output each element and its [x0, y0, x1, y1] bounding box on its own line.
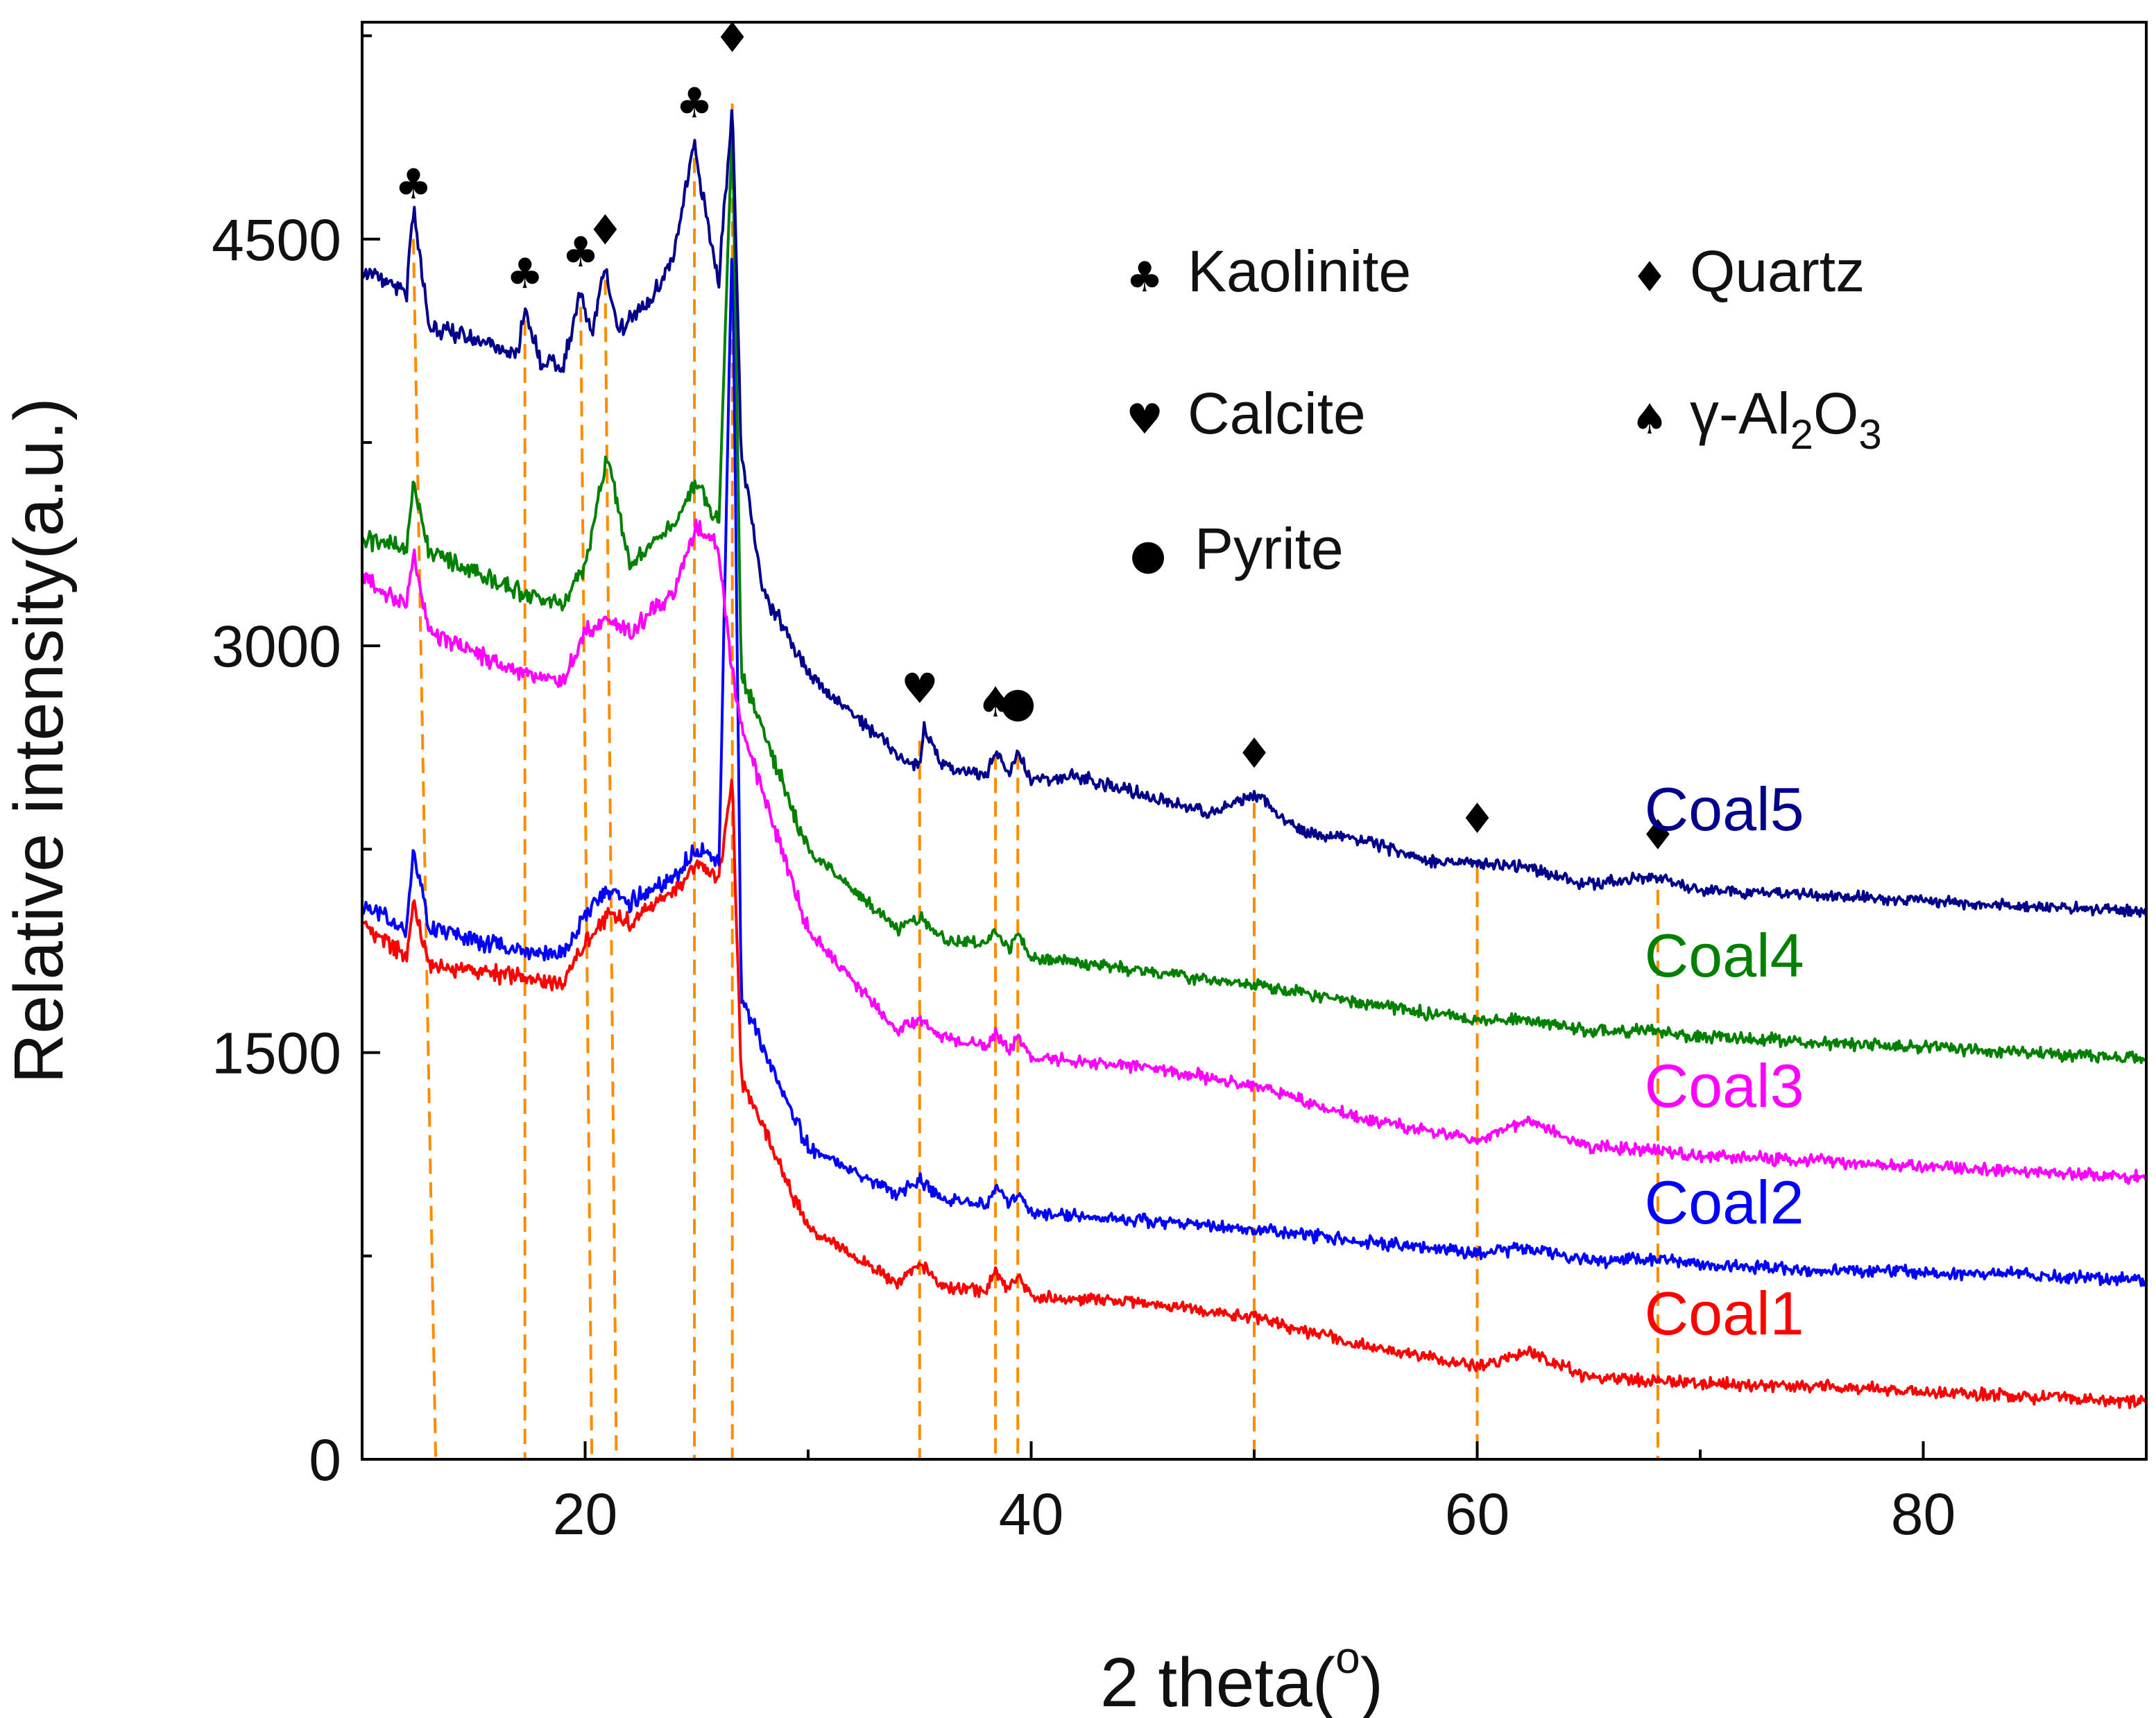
- peak-marker-6: ♥: [901, 664, 939, 713]
- legend-pyrite-label: Pyrite: [1195, 516, 1344, 581]
- series-label-coal3: Coal3: [1645, 1051, 1804, 1120]
- peak-marker-4: ♣: [676, 79, 713, 128]
- axis-tick-labels: 20 40 60 80 0 1500 3000 4500: [212, 207, 1956, 1547]
- peak-marker-7: ♠: [977, 678, 1014, 727]
- legend-pyrite-icon: ●: [1130, 531, 1166, 579]
- y-tick-label-1: 1500: [212, 1021, 341, 1086]
- legend-alumina-icon: ♠: [1631, 395, 1668, 444]
- y-tick-label-2: 3000: [212, 614, 341, 679]
- legend-alumina-label: γ-Al2O3: [1690, 381, 1882, 458]
- reference-line-2: [579, 307, 594, 1460]
- peak-marker-8: ●: [1000, 678, 1036, 727]
- legend-kaolinite-icon: ♣: [1126, 253, 1163, 302]
- legend-quartz-icon: ♦: [1631, 253, 1668, 302]
- legend-calcite-label: Calcite: [1188, 381, 1366, 446]
- series-label-coal1: Coal1: [1645, 1279, 1804, 1348]
- series-label-coal4: Coal4: [1645, 921, 1804, 990]
- peak-markers: ♣♣ ♣♦♣♦♥ ♠●♦♦ ♦: [395, 14, 1677, 859]
- x-tick-label-0: 20: [553, 1481, 617, 1547]
- series-line-coal2: [361, 257, 2148, 1287]
- peak-marker-9: ♦: [1235, 730, 1273, 778]
- y-tick-label-3: 4500: [212, 207, 341, 273]
- legend-kaolinite-label: Kaolinite: [1188, 239, 1411, 304]
- legend-calcite-icon: ♥: [1126, 395, 1163, 444]
- series-line-coal5: [361, 109, 2148, 918]
- peak-marker-1: ♣: [506, 250, 544, 298]
- series-line-coal1: [361, 778, 2147, 1409]
- x-tick-label-2: 60: [1445, 1481, 1509, 1547]
- y-tick-label-0: 0: [309, 1427, 341, 1493]
- peak-marker-3: ♦: [587, 207, 624, 255]
- legend-quartz-label: Quartz: [1690, 239, 1865, 304]
- peak-marker-10: ♦: [1459, 795, 1496, 843]
- axis-ticks: [361, 34, 2148, 1461]
- x-axis-title: 2 theta(o): [1100, 1633, 1383, 1718]
- series-label-coal2: Coal2: [1645, 1168, 1804, 1237]
- legend: ♣ Kaolinite ♦ Quartz ♥ Calcite ♠ γ-Al2O3…: [1126, 239, 1882, 581]
- series-lines: [361, 109, 2148, 1409]
- y-axis-title: Relative intensity(a.u.): [0, 397, 78, 1083]
- x-tick-label-3: 80: [1891, 1481, 1956, 1547]
- peak-marker-2: ♣: [562, 228, 599, 277]
- x-tick-label-1: 40: [999, 1481, 1063, 1547]
- series-line-coal3: [361, 518, 2148, 1185]
- reference-line-0: [411, 239, 438, 1460]
- series-label-coal5: Coal5: [1645, 775, 1804, 843]
- peak-marker-11: ♦: [1639, 811, 1677, 859]
- reference-line-3: [604, 280, 618, 1460]
- series-labels: Coal5 Coal4 Coal3 Coal2 Coal1: [1645, 775, 1804, 1348]
- peak-marker-0: ♣: [395, 160, 432, 209]
- series-line-coal4: [361, 136, 2148, 1065]
